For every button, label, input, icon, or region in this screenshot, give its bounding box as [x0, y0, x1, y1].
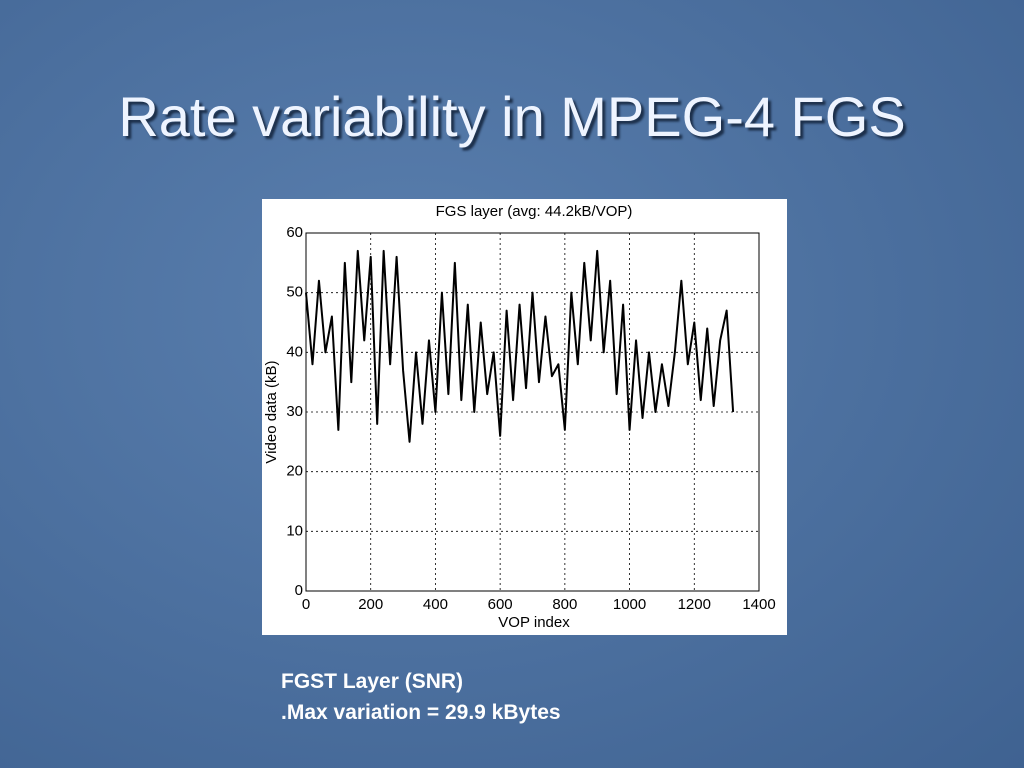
y-tick-label: 30 [286, 403, 303, 420]
chart: FGS layer (avg: 44.2kB/VOP) VOP index Vi… [262, 199, 787, 635]
x-tick-label: 800 [552, 596, 577, 613]
y-axis-label: Video data (kB) [263, 360, 280, 463]
x-tick-label: 1400 [742, 596, 775, 613]
x-tick-label: 0 [302, 596, 310, 613]
x-tick-label: 1000 [613, 596, 646, 613]
y-tick-label: 50 [286, 284, 303, 301]
x-tick-label: 200 [358, 596, 383, 613]
chart-title: FGS layer (avg: 44.2kB/VOP) [436, 203, 633, 220]
x-tick-label: 1200 [678, 596, 711, 613]
x-axis-label: VOP index [498, 614, 570, 631]
y-tick-label: 60 [286, 224, 303, 241]
x-tick-label: 400 [423, 596, 448, 613]
slide-title: Rate variability in MPEG-4 FGS [118, 85, 906, 148]
plot-frame [305, 232, 760, 592]
y-tick-label: 10 [286, 522, 303, 539]
caption-line: .Max variation = 29.9 kBytes [281, 701, 561, 724]
y-tick-label: 40 [286, 343, 303, 360]
chart-background [262, 199, 787, 635]
caption-line: FGST Layer (SNR) [281, 670, 464, 693]
y-tick-label: 0 [295, 582, 303, 599]
x-tick-label: 600 [488, 596, 513, 613]
data-line [305, 249, 735, 443]
y-tick-label: 20 [286, 463, 303, 480]
